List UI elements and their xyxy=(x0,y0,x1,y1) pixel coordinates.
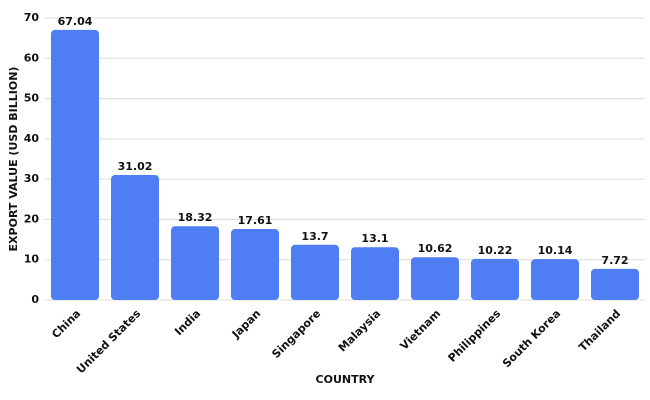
bar xyxy=(231,229,279,300)
bar xyxy=(111,175,159,300)
value-label: 67.04 xyxy=(58,15,93,28)
y-tick-label: 60 xyxy=(24,51,40,64)
value-label: 10.62 xyxy=(418,242,453,255)
value-label: 13.7 xyxy=(301,230,328,243)
x-tick-label: United States xyxy=(74,307,143,376)
y-tick-label: 20 xyxy=(24,212,40,225)
x-tick-label: South Korea xyxy=(500,307,563,370)
x-axis-title: COUNTRY xyxy=(316,373,376,386)
x-tick-label: Japan xyxy=(229,307,263,341)
value-label: 10.22 xyxy=(478,244,513,257)
y-tick-label: 0 xyxy=(31,293,39,306)
x-tick-label: China xyxy=(49,307,83,341)
y-tick-label: 70 xyxy=(24,11,40,24)
value-label: 31.02 xyxy=(118,160,153,173)
x-tick-label: Thailand xyxy=(576,307,623,354)
x-tick-label: India xyxy=(172,307,203,338)
x-tick-label: Philippines xyxy=(446,307,504,365)
y-tick-label: 10 xyxy=(24,253,40,266)
x-tick-label: Singapore xyxy=(269,307,323,361)
value-label: 13.1 xyxy=(361,232,388,245)
value-label: 18.32 xyxy=(178,211,213,224)
bar xyxy=(411,257,459,300)
y-axis-title: EXPORT VALUE (USD BILLION) xyxy=(7,67,20,252)
bar xyxy=(351,247,399,300)
value-label: 7.72 xyxy=(601,254,628,267)
value-label: 17.61 xyxy=(238,214,273,227)
bar xyxy=(471,258,519,300)
y-tick-label: 30 xyxy=(24,172,40,185)
bar xyxy=(531,259,579,300)
y-tick-label: 50 xyxy=(24,92,40,105)
x-tick-label: Vietnam xyxy=(398,307,444,353)
y-tick-label: 40 xyxy=(24,132,40,145)
bar xyxy=(171,226,219,300)
bar xyxy=(591,268,639,300)
value-label: 10.14 xyxy=(538,244,573,257)
bar xyxy=(51,29,99,301)
bar xyxy=(291,244,339,300)
x-tick-label: Malaysia xyxy=(336,307,383,354)
